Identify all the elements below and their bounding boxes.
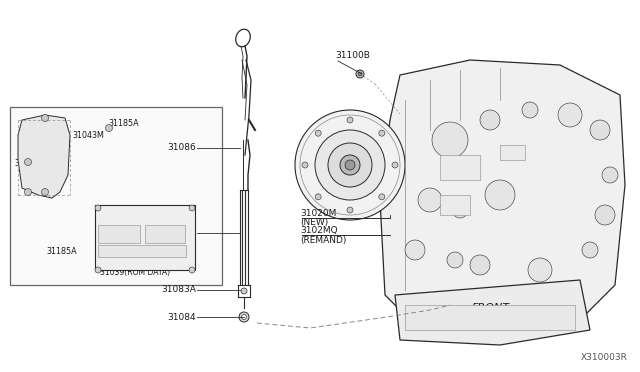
Text: 31100B: 31100B bbox=[335, 51, 370, 61]
Bar bbox=[98, 245, 186, 257]
Bar bbox=[440, 195, 470, 215]
Polygon shape bbox=[380, 60, 625, 335]
Bar bbox=[10, 107, 222, 285]
Circle shape bbox=[595, 205, 615, 225]
Bar bbox=[95, 205, 195, 270]
Circle shape bbox=[315, 130, 321, 136]
Circle shape bbox=[418, 188, 442, 212]
Bar bbox=[145, 225, 185, 243]
Circle shape bbox=[315, 130, 385, 200]
Circle shape bbox=[189, 267, 195, 273]
Bar bbox=[500, 145, 525, 160]
Circle shape bbox=[405, 240, 425, 260]
Text: 31083A: 31083A bbox=[161, 285, 196, 295]
Polygon shape bbox=[18, 115, 70, 198]
Polygon shape bbox=[395, 280, 590, 345]
Circle shape bbox=[328, 143, 372, 187]
Circle shape bbox=[447, 252, 463, 268]
Circle shape bbox=[485, 180, 515, 210]
Circle shape bbox=[528, 258, 552, 282]
Text: (REMAND): (REMAND) bbox=[300, 235, 346, 244]
Text: 310F6(HARWARE UNIT): 310F6(HARWARE UNIT) bbox=[100, 260, 189, 269]
Text: 3102MQ: 3102MQ bbox=[300, 227, 338, 235]
Circle shape bbox=[95, 205, 101, 211]
Circle shape bbox=[340, 155, 360, 175]
Bar bbox=[98, 225, 140, 243]
Text: 31043M: 31043M bbox=[72, 131, 104, 140]
Circle shape bbox=[241, 314, 246, 320]
Text: 31185A: 31185A bbox=[108, 119, 139, 128]
Bar bbox=[405, 305, 575, 330]
Circle shape bbox=[345, 160, 355, 170]
Circle shape bbox=[452, 202, 468, 218]
Circle shape bbox=[24, 158, 31, 166]
Circle shape bbox=[480, 110, 500, 130]
Circle shape bbox=[590, 120, 610, 140]
Circle shape bbox=[356, 70, 364, 78]
Circle shape bbox=[106, 125, 113, 131]
Bar bbox=[440, 155, 480, 180]
Circle shape bbox=[42, 115, 49, 122]
Text: 31185B: 31185B bbox=[14, 158, 45, 167]
Circle shape bbox=[42, 189, 49, 196]
Text: 31039(ROM DATA): 31039(ROM DATA) bbox=[100, 269, 170, 278]
Circle shape bbox=[315, 194, 321, 200]
Circle shape bbox=[522, 102, 538, 118]
Circle shape bbox=[379, 130, 385, 136]
Text: 31084: 31084 bbox=[168, 312, 196, 321]
Circle shape bbox=[432, 122, 468, 158]
Circle shape bbox=[392, 162, 398, 168]
Circle shape bbox=[302, 162, 308, 168]
Circle shape bbox=[24, 189, 31, 196]
Circle shape bbox=[379, 194, 385, 200]
Text: 31185A: 31185A bbox=[46, 247, 77, 257]
Circle shape bbox=[558, 103, 582, 127]
Text: 31020M: 31020M bbox=[300, 208, 337, 218]
Text: FRONT: FRONT bbox=[472, 303, 510, 313]
Circle shape bbox=[358, 72, 362, 76]
Circle shape bbox=[295, 110, 405, 220]
Circle shape bbox=[582, 242, 598, 258]
Circle shape bbox=[241, 288, 247, 294]
Circle shape bbox=[347, 117, 353, 123]
Circle shape bbox=[602, 167, 618, 183]
Circle shape bbox=[189, 205, 195, 211]
Text: 31086: 31086 bbox=[167, 144, 196, 153]
Text: X310003R: X310003R bbox=[581, 353, 628, 362]
Circle shape bbox=[239, 312, 249, 322]
Circle shape bbox=[95, 267, 101, 273]
Circle shape bbox=[470, 255, 490, 275]
Text: 31080: 31080 bbox=[167, 228, 196, 237]
Text: (NEW): (NEW) bbox=[300, 218, 328, 227]
Circle shape bbox=[347, 207, 353, 213]
